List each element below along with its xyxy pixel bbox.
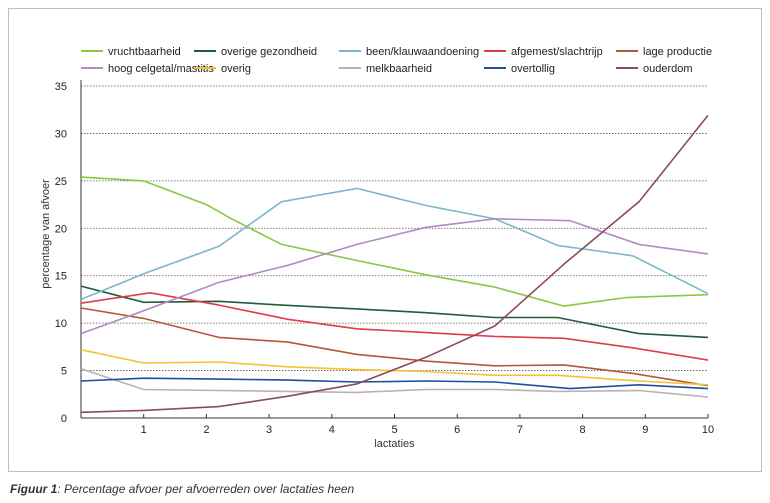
series-line-9 — [80, 377, 709, 390]
legend-entry: overig — [221, 63, 251, 75]
x-tick-label: 1 — [141, 424, 147, 436]
series-line-4 — [80, 291, 709, 361]
legend-entry: hoog celgetal/mastitis — [108, 63, 214, 75]
x-tick-label: 4 — [329, 424, 335, 436]
x-tick-label: 5 — [391, 424, 397, 436]
series-line-7 — [80, 348, 709, 386]
series-line-8 — [80, 367, 709, 398]
series-line-1 — [80, 176, 709, 307]
line-chart: 0 5 10 15 20 25 30 35 1 2 3 4 5 6 7 8 9 10 vruchtbaarheid… — [40, 46, 714, 450]
legend-entry: been/klauwaandoening — [366, 46, 479, 58]
gridlines — [81, 85, 708, 371]
legend-entry: overtollig — [511, 63, 555, 75]
series-line-2 — [80, 285, 709, 339]
x-tick-label: 9 — [642, 424, 648, 436]
y-tick-label: 5 — [61, 366, 67, 378]
legend-entry: melkbaarheid — [366, 63, 432, 75]
series-line-6 — [80, 218, 709, 335]
y-tick-label: 20 — [55, 223, 67, 235]
y-tick-label: 25 — [55, 176, 67, 188]
x-axis-title: lactaties — [374, 438, 415, 450]
series-line-3 — [80, 187, 709, 301]
series-line-5 — [80, 307, 709, 387]
x-tick-label: 3 — [266, 424, 272, 436]
caption-label: Figuur 1 — [10, 482, 58, 496]
legend-entry: lage productie — [643, 46, 712, 58]
x-tick-label: 10 — [702, 424, 714, 436]
tick-labels: 0 5 10 15 20 25 30 35 1 2 3 4 5 6 7 8 9 10 — [55, 81, 714, 436]
legend-entry: afgemest/slachtrijp — [511, 46, 603, 58]
y-tick-label: 35 — [55, 81, 67, 93]
caption-text: : Percentage afvoer per afvoerreden over… — [57, 482, 355, 496]
x-tick-label: 2 — [203, 424, 209, 436]
legend-entry: overige gezondheid — [221, 46, 317, 58]
y-tick-label: 10 — [55, 318, 67, 330]
x-tick-label: 7 — [517, 424, 523, 436]
x-tick-label: 6 — [454, 424, 460, 436]
axes — [80, 80, 709, 419]
legend-entry: ouderdom — [643, 63, 693, 75]
figure-caption: Figuur 1: Percentage afvoer per afvoerre… — [10, 482, 354, 496]
series-line-10 — [80, 114, 709, 414]
y-tick-label: 30 — [55, 128, 67, 140]
chart-frame: 0 5 10 15 20 25 30 35 1 2 3 4 5 6 7 8 9 10 vruchtbaarheid… — [8, 8, 762, 472]
y-axis-title: percentage van afvoer — [40, 179, 52, 289]
y-tick-label: 0 — [61, 413, 67, 425]
legend-entry: vruchtbaarheid — [108, 46, 181, 58]
x-tick-label: 8 — [580, 424, 586, 436]
legend: vruchtbaarheid overige gezondheid been/kla… — [81, 46, 712, 75]
y-tick-label: 15 — [55, 271, 67, 283]
series-lines — [80, 114, 709, 414]
